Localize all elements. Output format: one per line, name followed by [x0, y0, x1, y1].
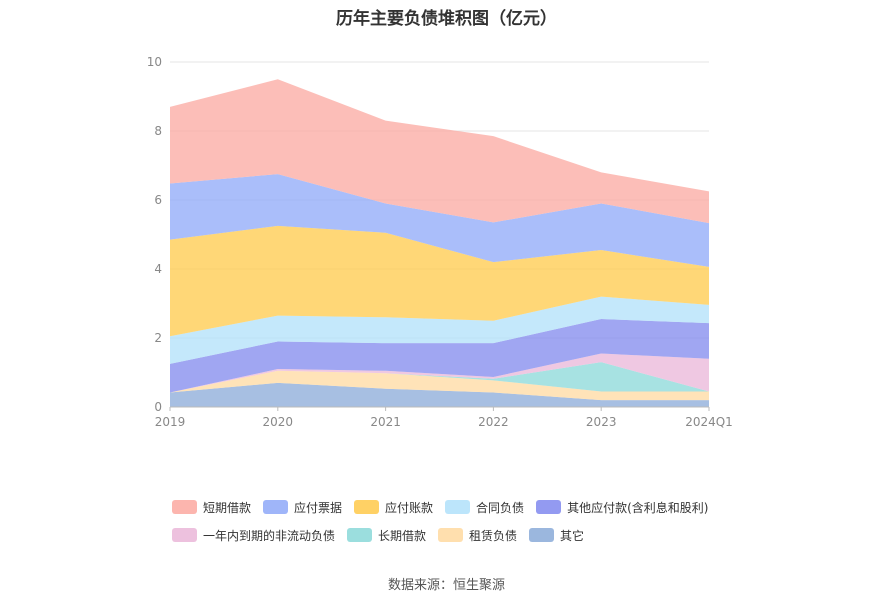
legend-row: 一年内到期的非流动负债 长期借款 租赁负债 其它	[172, 523, 772, 547]
area-series-4	[170, 319, 709, 393]
y-tick-label: 2	[154, 331, 162, 345]
legend-item[interactable]: 合同负债	[445, 499, 524, 516]
legend-label: 短期借款	[203, 500, 252, 515]
legend-item[interactable]: 应付票据	[263, 499, 342, 516]
legend-row: 短期借款 应付票据 应付账款 合同负债 其他应付款(含利息和股利)	[172, 495, 772, 519]
x-tick-label: 2021	[370, 415, 401, 429]
area-series-0	[170, 382, 709, 407]
area-series	[170, 79, 709, 407]
legend: 短期借款 应付票据 应付账款 合同负债 其他应付款(含利息和股利) 一年内到期的非流动负债…	[172, 495, 772, 551]
x-tick-label: 2020	[263, 415, 294, 429]
area-series-5	[170, 296, 709, 364]
legend-item[interactable]: 其它	[529, 527, 584, 544]
stacked-area-chart: 0 2 4 6 8 10 2019 2020 2021 2022 2023 2024Q1	[147, 55, 733, 429]
legend-swatch	[354, 500, 380, 514]
y-tick-label: 8	[154, 124, 162, 138]
legend-swatch	[347, 528, 373, 542]
chart-title: 历年主要负债堆积图（亿元）	[336, 9, 557, 29]
y-tick-label: 0	[154, 400, 162, 414]
legend-item[interactable]: 租赁负债	[438, 527, 517, 544]
legend-swatch	[536, 500, 562, 514]
area-series-8	[170, 79, 709, 224]
legend-item[interactable]: 应付账款	[354, 499, 433, 516]
legend-label: 其它	[560, 528, 585, 543]
legend-swatch	[445, 500, 471, 514]
y-tick-label: 6	[154, 193, 162, 207]
legend-swatch	[263, 500, 289, 514]
axes: 0 2 4 6 8 10 2019 2020 2021 2022 2023 2024Q1	[147, 55, 733, 429]
legend-swatch	[172, 528, 197, 542]
x-tick-label: 2019	[155, 415, 186, 429]
legend-item[interactable]: 一年内到期的非流动负债	[172, 527, 335, 544]
legend-swatch	[529, 528, 555, 542]
legend-label: 其他应付款(含利息和股利)	[567, 500, 709, 515]
legend-label: 应付账款	[385, 500, 434, 515]
y-tick-label: 4	[154, 262, 162, 276]
legend-label: 长期借款	[378, 528, 427, 543]
x-tick-label: 2022	[478, 415, 509, 429]
area-series-2	[170, 362, 709, 393]
area-series-3	[170, 353, 709, 393]
legend-swatch	[438, 528, 464, 542]
x-tick-label: 2024Q1	[685, 415, 733, 429]
area-series-1	[170, 370, 709, 401]
legend-swatch	[172, 500, 197, 514]
legend-label: 一年内到期的非流动负债	[203, 528, 336, 543]
legend-label: 租赁负债	[469, 528, 518, 543]
y-tick-label: 10	[147, 55, 162, 69]
area-series-6	[170, 225, 709, 337]
legend-item[interactable]: 短期借款	[172, 499, 251, 516]
legend-label: 应付票据	[294, 500, 343, 515]
x-tick-label: 2023	[586, 415, 617, 429]
legend-item[interactable]: 其他应付款(含利息和股利)	[536, 499, 708, 516]
legend-item[interactable]: 长期借款	[347, 527, 426, 544]
area-series-7	[170, 174, 709, 267]
source-note: 数据来源：恒生聚源	[387, 578, 505, 593]
legend-label: 合同负债	[476, 500, 525, 515]
